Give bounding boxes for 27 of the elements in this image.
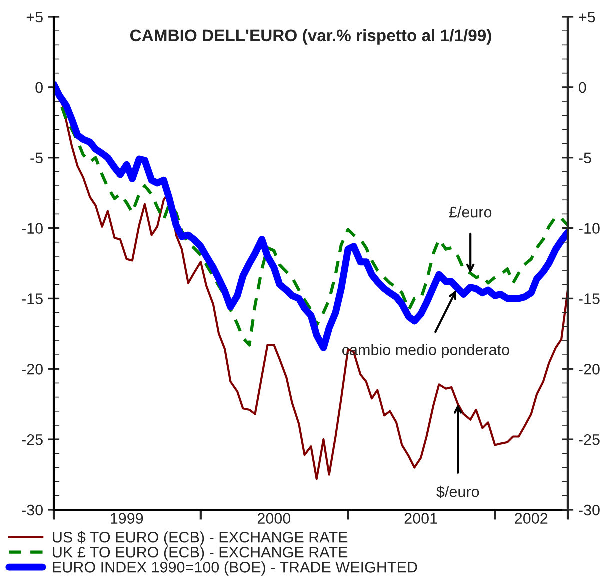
- text: CAMBIO DELL'EURO (var.% rispetto al 1/1/99): [130, 29, 492, 45]
- annotation: $/euro: [436, 486, 480, 498]
- y-tick-label: -20: [22, 364, 43, 375]
- y2-tick-label: -15: [579, 294, 600, 304]
- y2-tick-label: -20: [579, 364, 600, 375]
- annotation: £/euro: [449, 206, 492, 218]
- annotation: cambio medio ponderato: [342, 344, 510, 358]
- y2-tick-label: 0: [579, 82, 586, 94]
- legend-label: EURO INDEX 1990=100 (BOE) - TRADE WEIGHTED: [53, 562, 418, 576]
- x-tick-label: 2002: [515, 513, 548, 524]
- y-tick-label: 0: [36, 82, 43, 94]
- legend-label: US $ TO EURO (ECB) - EXCHANGE RATE: [53, 531, 348, 546]
- y-tick-label: -5: [30, 152, 43, 164]
- y2-tick-label: -30: [579, 504, 600, 516]
- y-tick-label: +5: [26, 12, 43, 23]
- x-tick-label: 1999: [111, 513, 144, 524]
- x-tick-label: 2001: [404, 513, 438, 524]
- x-tick-label: 2000: [258, 513, 291, 524]
- y2-tick-label: +5: [579, 12, 596, 23]
- y-tick-label: -15: [22, 294, 43, 304]
- y-tick-label: -10: [22, 223, 43, 234]
- y2-tick-label: -25: [579, 434, 600, 446]
- y2-tick-label: -5: [579, 152, 592, 164]
- y-tick-label: -30: [22, 504, 43, 516]
- y2-tick-label: -10: [579, 223, 600, 234]
- legend-label: UK £ TO EURO (ECB) - EXCHANGE RATE: [53, 546, 348, 561]
- y-tick-label: -25: [22, 434, 43, 446]
